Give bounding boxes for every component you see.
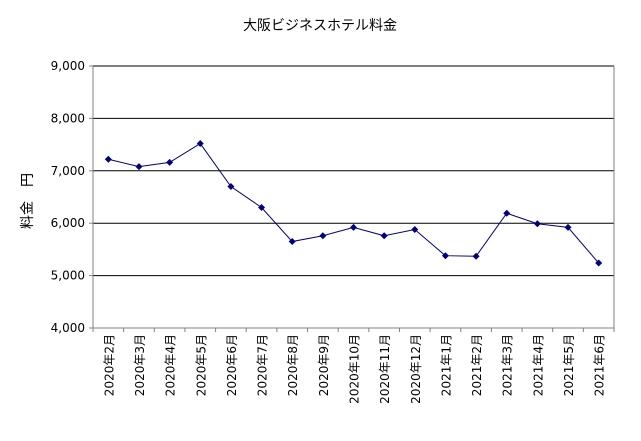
x-tick-label: 2021年2月 <box>470 334 484 396</box>
x-tick-label: 2021年4月 <box>531 334 545 396</box>
y-tick-label: 8,000 <box>51 111 85 125</box>
series <box>104 140 603 267</box>
x-tick-label: 2020年11月 <box>378 334 392 404</box>
data-point-2021年6月 <box>595 259 603 267</box>
y-axis-label: 料金 円 <box>20 173 36 229</box>
gridlines <box>93 65 614 277</box>
data-point-2020年11月 <box>380 232 388 240</box>
data-point-2020年9月 <box>319 232 327 240</box>
y-tick-label: 4,000 <box>51 321 85 335</box>
x-tick-label: 2020年2月 <box>102 334 116 396</box>
data-point-2020年7月 <box>258 203 266 211</box>
x-tick-label: 2020年5月 <box>194 334 208 396</box>
x-tick-label: 2020年8月 <box>286 334 300 396</box>
y-tick-labels: 4,000 5,000 6,000 7,000 8,000 9,000 <box>51 59 93 335</box>
chart-title: 大阪ビジネスホテル料金 <box>243 18 397 34</box>
x-tick-labels: 2020年2月 2020年3月 2020年4月 2020年5月 2020年6月 2020年… <box>92 328 615 404</box>
x-tick-label: 2020年7月 <box>256 334 270 396</box>
data-point-2021年5月 <box>564 223 572 231</box>
data-point-2020年8月 <box>288 238 296 246</box>
x-tick-label: 2021年3月 <box>501 334 515 396</box>
series-line <box>108 142 600 264</box>
x-tick-label: 2020年3月 <box>133 334 147 396</box>
data-point-2021年3月 <box>503 209 511 217</box>
y-tick-label: 9,000 <box>51 59 85 73</box>
y-tick-label: 7,000 <box>51 164 85 178</box>
data-point-2021年2月 <box>472 252 480 260</box>
x-tick-label: 2020年9月 <box>317 334 331 396</box>
data-point-2020年12月 <box>411 225 419 233</box>
data-point-2020年10月 <box>350 223 357 231</box>
axes <box>92 66 615 329</box>
data-point-2021年1月 <box>441 252 449 260</box>
data-point-2020年3月 <box>135 163 143 171</box>
y-tick-label: 6,000 <box>51 216 85 230</box>
x-tick-label: 2020年12月 <box>409 334 423 404</box>
data-point-2020年2月 <box>104 155 112 163</box>
data-point-2020年4月 <box>166 158 174 166</box>
x-tick-label: 2021年6月 <box>593 334 607 396</box>
x-tick-label: 2020年4月 <box>164 334 178 396</box>
x-tick-label: 2021年1月 <box>439 334 453 396</box>
data-point-2021年4月 <box>533 220 541 228</box>
x-tick-label: 2021年5月 <box>562 334 576 396</box>
x-tick-label: 2020年10月 <box>348 334 362 404</box>
data-point-2020年6月 <box>227 183 235 191</box>
y-tick-label: 5,000 <box>51 269 85 283</box>
x-tick-label: 2020年6月 <box>225 334 239 396</box>
data-point-2020年5月 <box>196 140 204 148</box>
